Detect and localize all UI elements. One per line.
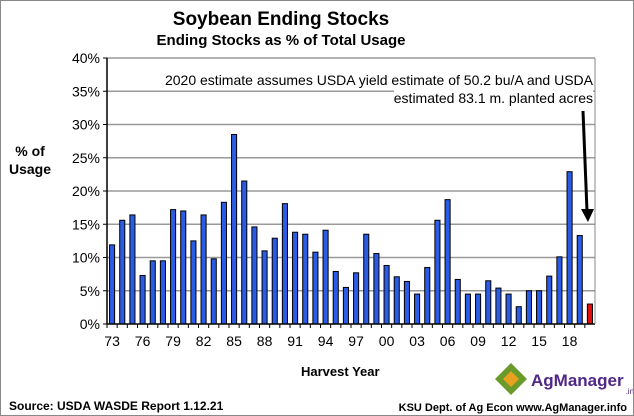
y-tick-label: 25%: [72, 150, 100, 166]
logo-suffix: .info: [626, 387, 633, 396]
bar: [454, 278, 461, 325]
bar: [485, 280, 492, 325]
y-tick-label: 20%: [72, 183, 100, 199]
arrow-head-icon: [581, 209, 594, 222]
bar: [414, 293, 421, 325]
bar: [576, 235, 583, 325]
x-tick-label: 12: [501, 333, 517, 349]
bar: [353, 272, 360, 325]
x-tick-label: 00: [379, 333, 395, 349]
x-tick-label: 94: [318, 333, 334, 349]
bar: [536, 290, 543, 325]
x-tick-label: 79: [165, 333, 181, 349]
bar: [170, 209, 177, 325]
annotation: 2020 estimate assumes USDA yield estimat…: [164, 72, 593, 106]
bar: [505, 293, 512, 325]
y-tick-label: 15%: [72, 216, 100, 232]
bar: [556, 256, 563, 325]
bar: [424, 266, 431, 325]
x-tick-label: 76: [135, 333, 151, 349]
y-tick-label: 40%: [72, 50, 100, 66]
annotation-box: 2020 estimate assumes USDA yield estimat…: [113, 71, 593, 107]
x-tick-label: 18: [562, 333, 578, 349]
source-note: Source: USDA WASDE Report 1.12.21: [9, 399, 224, 413]
bar: [464, 293, 471, 325]
bar: [210, 258, 217, 325]
bar: [403, 280, 410, 325]
x-tick-label: 09: [470, 333, 486, 349]
x-axis-label: Harvest Year: [301, 364, 380, 379]
x-tick-label: 91: [287, 333, 303, 349]
bar: [444, 199, 451, 325]
y-tick-label: 5%: [80, 283, 100, 299]
y-axis-label: % of Usage: [9, 143, 52, 177]
bar: [393, 276, 400, 325]
bar: [200, 214, 207, 325]
y-tick-label: 30%: [72, 117, 100, 133]
x-tick-label: 97: [348, 333, 364, 349]
bar: [383, 264, 390, 325]
bar: [566, 171, 573, 325]
y-tick-label: 10%: [72, 250, 100, 266]
bar: [190, 240, 197, 325]
bar: [342, 286, 349, 325]
footer-credit: KSU Dept. of Ag Econ www.AgManager.info: [398, 402, 627, 414]
bar: [434, 219, 441, 325]
bar: [292, 231, 299, 325]
logo-inner-icon: [503, 371, 519, 387]
logo-text: AgManager: [531, 371, 624, 390]
y-tick-label: 35%: [72, 83, 100, 99]
bar: [139, 274, 146, 325]
bar: [495, 287, 502, 325]
bar: [281, 203, 288, 325]
bar: [109, 244, 116, 325]
chart-title: Soybean Ending Stocks: [172, 9, 390, 30]
x-tick-label: 03: [409, 333, 425, 349]
bar: [231, 133, 238, 325]
bar: [129, 214, 136, 325]
agmanager-logo: AgManager.info: [493, 361, 633, 402]
x-tick-label: 15: [531, 333, 547, 349]
bar: [373, 253, 380, 325]
bar: [302, 233, 309, 325]
bar: [515, 306, 522, 325]
bar: [180, 210, 187, 325]
bar: [119, 219, 126, 325]
arrow-line: [581, 110, 589, 212]
x-tick-label: 73: [104, 333, 120, 349]
x-tick-label: 06: [440, 333, 456, 349]
chart-subtitle: Ending Stocks as % of Total Usage: [156, 32, 406, 49]
bar: [271, 237, 278, 325]
x-tick-label: 82: [196, 333, 212, 349]
y-tick-label: 0%: [80, 316, 100, 332]
bar: [525, 290, 532, 325]
bar: [363, 233, 370, 325]
bar: [251, 226, 258, 325]
bar: [261, 250, 268, 325]
bar: [332, 270, 339, 325]
bar: [475, 293, 482, 325]
bar: [322, 229, 329, 325]
bar: [149, 260, 156, 325]
bar: [586, 303, 593, 325]
bar: [312, 251, 319, 325]
bar: [241, 180, 248, 325]
bar: [546, 275, 553, 325]
bar: [220, 201, 227, 325]
bar: [159, 260, 166, 325]
x-tick-label: 85: [226, 333, 242, 349]
x-tick-label: 88: [257, 333, 273, 349]
